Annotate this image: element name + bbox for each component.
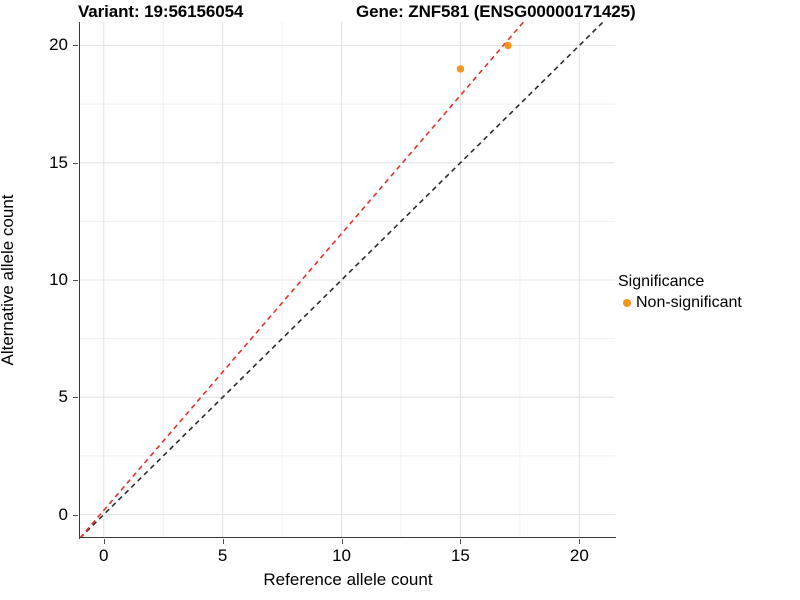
x-tick-mark <box>222 539 224 544</box>
x-tick-mark <box>460 539 462 544</box>
legend-title: Significance <box>618 273 705 290</box>
y-tick-label: 10 <box>49 270 68 289</box>
legend: Significance Non-significant <box>618 272 796 312</box>
legend-item[interactable]: Non-significant <box>618 293 796 312</box>
y-axis-line <box>79 22 81 539</box>
y-tick-label: 20 <box>49 35 68 55</box>
legend-key-circle-icon <box>618 294 636 312</box>
y-tick-mark <box>73 397 78 399</box>
x-tick-mark <box>103 539 105 544</box>
variant-title: Variant: 19:56156054 <box>78 2 244 21</box>
y-tick-label: 5 <box>58 387 68 407</box>
x-tick-label: 20 <box>569 546 589 565</box>
x-tick-mark <box>579 539 581 544</box>
x-tick-label: 5 <box>217 546 228 565</box>
data-points <box>456 41 512 73</box>
legend-dot <box>623 298 631 307</box>
x-tick-label: 10 <box>332 546 352 565</box>
y-tick-label: 0 <box>58 504 68 524</box>
x-axis-title: Reference allele count <box>263 570 433 589</box>
y-tick-mark <box>73 514 78 516</box>
y-tick-mark <box>73 162 78 164</box>
y-tick-label: 15 <box>49 152 68 172</box>
y-axis-title: Alternative allele count <box>0 194 17 366</box>
x-tick-label: 15 <box>450 546 470 565</box>
y-tick-mark <box>73 280 78 281</box>
legend-item-label: Non-significant <box>636 294 742 311</box>
legend-items: Non-significant <box>618 293 796 312</box>
plot-canvas <box>80 22 615 538</box>
x-tick-mark <box>341 539 343 544</box>
y-tick-mark <box>73 45 78 47</box>
title-row: Variant: 19:56156054 Gene: ZNF581 (ENSG0… <box>0 0 800 24</box>
x-axis-line <box>79 537 616 539</box>
plot-panel <box>80 22 615 538</box>
gene-title: Gene: ZNF581 (ENSG00000171425) <box>356 2 636 21</box>
gridlines-major <box>80 22 615 538</box>
x-tick-label: 0 <box>99 546 109 565</box>
